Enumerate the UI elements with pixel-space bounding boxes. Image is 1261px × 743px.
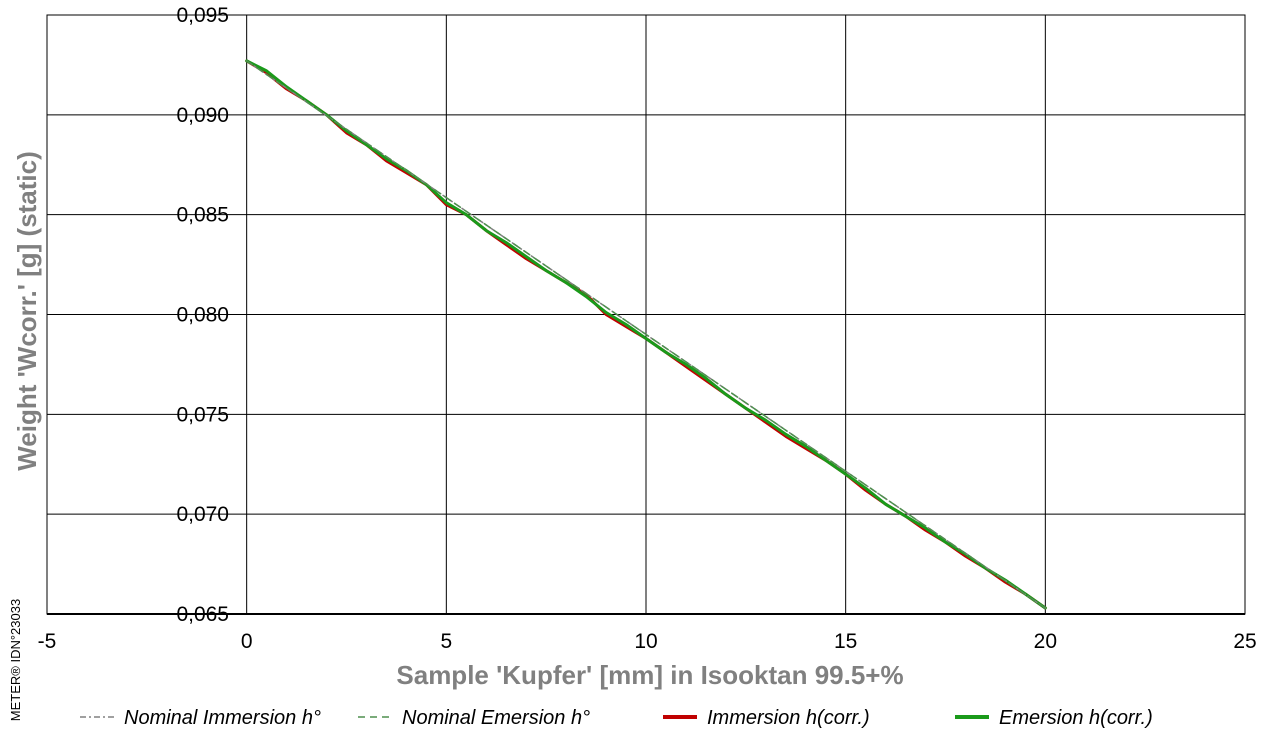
x-tick-label: 10 xyxy=(634,630,657,653)
y-tick-label: 0,065 xyxy=(176,603,229,626)
series-line-3 xyxy=(245,59,1047,610)
tick-labels: -5 0 5 10 15 20 25 0,065 0,070 0,075 0,080 0,085 0,0… xyxy=(38,4,1257,653)
x-tick-label: 25 xyxy=(1233,630,1256,653)
y-tick-label: 0,090 xyxy=(176,104,229,127)
y-tick-label: 0,085 xyxy=(176,204,229,227)
plot-area-frame xyxy=(46,14,1246,615)
y-axis-title: Weight 'Wcorr.' [g] (static) xyxy=(12,151,42,471)
series-line-1 xyxy=(245,60,1047,609)
y-tick-label: 0,080 xyxy=(176,304,229,327)
y-tick-label: 0,075 xyxy=(176,403,229,426)
x-tick-label: 20 xyxy=(1034,630,1057,653)
legend: Nominal Immersion h° Nominal Emersion h° I… xyxy=(80,707,1153,729)
watermark-text: METER® IDN°23033 xyxy=(8,599,23,721)
legend-label-3: Emersion h(corr.) xyxy=(999,707,1153,729)
x-axis-title: Sample 'Kupfer' [mm] in Isooktan 99.5+% xyxy=(396,660,903,690)
x-tick-label: -5 xyxy=(38,630,57,653)
x-tick-label: 15 xyxy=(834,630,857,653)
legend-label-1: Nominal Emersion h° xyxy=(402,707,590,729)
x-tick-label: 5 xyxy=(440,630,452,653)
legend-label-2: Immersion h(corr.) xyxy=(707,707,870,729)
x-tick-label: 0 xyxy=(241,630,253,653)
y-tick-label: 0,095 xyxy=(176,4,229,27)
y-tick-label: 0,070 xyxy=(176,503,229,526)
series-layer xyxy=(245,59,1047,610)
legend-label-0: Nominal Immersion h° xyxy=(124,707,321,729)
